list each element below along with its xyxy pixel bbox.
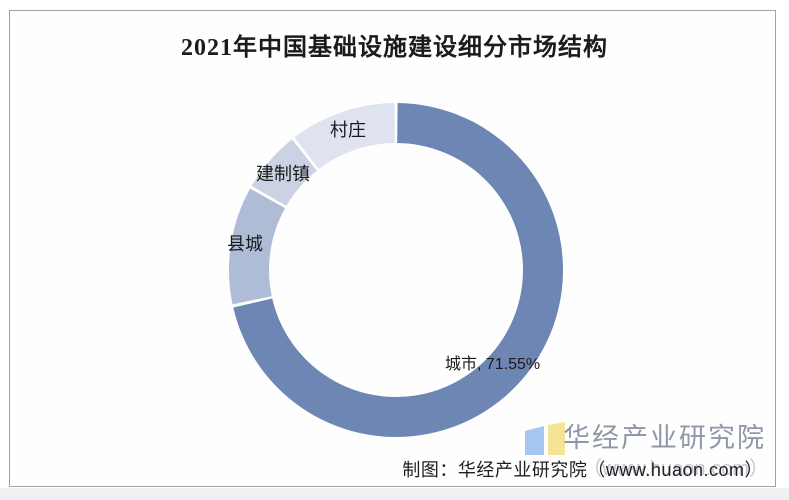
chart-title: 2021年中国基础设施建设细分市场结构 xyxy=(181,35,608,61)
slice-town xyxy=(251,139,317,207)
logo-left-page xyxy=(525,426,544,455)
slice-label-village: 村庄 xyxy=(330,120,366,140)
logo-right-page xyxy=(548,422,565,455)
slice-county xyxy=(228,188,286,305)
watermark-url-text: （www.huaon.com） xyxy=(582,458,769,480)
bottom-strip xyxy=(0,488,789,500)
slice-label-county: 县城 xyxy=(227,234,263,254)
slice-label-city-value: 城市, 71.55% xyxy=(445,356,541,373)
credit-text: 制图：华经产业研究院（www.huaon.com） xyxy=(402,460,763,480)
book-icon xyxy=(525,422,565,455)
slice-label-town: 建制镇 xyxy=(256,164,310,184)
slice-village xyxy=(294,103,395,170)
watermark-brand-text: 华经产业研究院 xyxy=(563,423,766,453)
